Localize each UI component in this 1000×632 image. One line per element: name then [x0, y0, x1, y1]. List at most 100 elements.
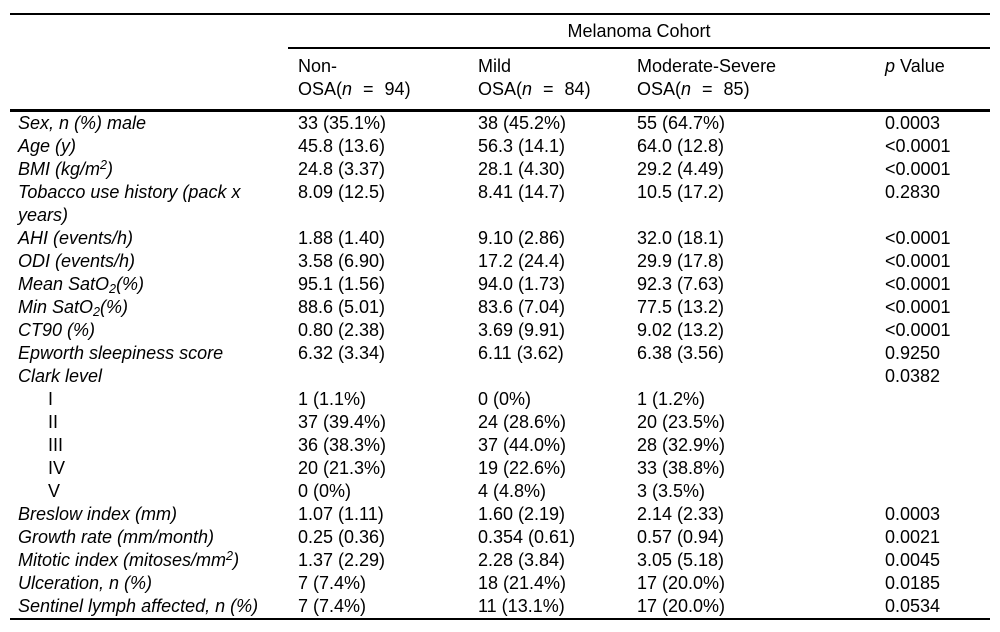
table-row: IV 20 (21.3%) 19 (22.6%) 33 (38.8%) [10, 457, 990, 480]
col-header-p-value: p Value [875, 48, 991, 112]
table-row: Age (y) 45.8 (13.6) 56.3 (14.1) 64.0 (12.8)… [10, 135, 990, 158]
cell-value: 1 (1.2%) [637, 389, 706, 409]
row-label: V [48, 481, 61, 501]
cell-value: 7 (7.4%) [298, 596, 367, 616]
row-label: Min SatO2(%) [18, 297, 129, 319]
cell-value: 0.57 (0.94) [637, 527, 725, 547]
table-row: V 0 (0%) 4 (4.8%) 3 (3.5%) [10, 480, 990, 503]
p-value-cell: 0.0021 [885, 527, 941, 547]
p-value-cell: 0.0534 [885, 596, 941, 616]
equals-sign: = [543, 79, 554, 99]
cell-value: 2.14 (2.33) [637, 504, 725, 524]
cell-value: 56.3 (14.1) [478, 136, 566, 156]
cell-value: 3.58 (6.90) [298, 251, 386, 271]
equals-sign: = [363, 79, 374, 99]
table-row: Growth rate (mm/month) 0.25 (0.36) 0.354 (… [10, 526, 990, 549]
p-symbol: p [885, 56, 896, 76]
col-header-line1: Non- [298, 56, 338, 76]
cell-value: 45.8 (13.6) [298, 136, 386, 156]
p-value-cell: 0.0382 [885, 366, 941, 386]
table-row: Min SatO2(%) 88.6 (5.01) 83.6 (7.04) 77.5 (… [10, 296, 990, 319]
p-value-cell: 0.9250 [885, 343, 941, 363]
empty-header-cell [10, 48, 288, 112]
row-label: Growth rate (mm/month) [18, 527, 215, 547]
cell-value: 1.88 (1.40) [298, 228, 386, 248]
n-symbol: n [681, 79, 692, 99]
p-value-cell: <0.0001 [885, 251, 951, 271]
cell-value: 88.6 (5.01) [298, 297, 386, 317]
cell-value: 1.60 (2.19) [478, 504, 566, 524]
cell-value: 36 (38.3%) [298, 435, 387, 455]
empty-corner-cell [10, 14, 288, 48]
table-row: Mitotic index (mitoses/mm2) 1.37 (2.29) 2.… [10, 549, 990, 572]
cell-value: 94.0 (1.73) [478, 274, 566, 294]
table-row: Epworth sleepiness score 6.32 (3.34) 6.11 … [10, 342, 990, 365]
cell-value: 20 (21.3%) [298, 458, 387, 478]
cell-value: 0.25 (0.36) [298, 527, 386, 547]
col-header-line1: Moderate-Severe [637, 56, 777, 76]
table-row: Breslow index (mm) 1.07 (1.11) 1.60 (2.19)… [10, 503, 990, 526]
p-value-cell: <0.0001 [885, 320, 951, 340]
cell-value: 37 (44.0%) [478, 435, 567, 455]
cell-value: 24 (28.6%) [478, 412, 567, 432]
cell-value: 20 (23.5%) [637, 412, 726, 432]
row-label: Clark level [18, 366, 103, 386]
p-value-cell: <0.0001 [885, 274, 951, 294]
cell-value: 95.1 (1.56) [298, 274, 386, 294]
cell-value: 1.37 (2.29) [298, 550, 386, 570]
row-label: Tobacco use history (pack x years) [18, 182, 241, 225]
p-value-cell: 0.0003 [885, 113, 941, 133]
col-header-non-osa: Non- OSA(n = 94) [288, 48, 468, 112]
p-value-cell [875, 434, 990, 457]
p-value-label: Value [900, 56, 945, 76]
cell-value: 9.02 (13.2) [637, 320, 725, 340]
cell-value: 9.10 (2.86) [478, 228, 566, 248]
cell-value: 0.354 (0.61) [478, 527, 576, 547]
table-row: BMI (kg/m2) 24.8 (3.37) 28.1 (4.30) 29.2 (4… [10, 158, 990, 181]
row-label: II [48, 412, 59, 432]
cell-value: 17 (20.0%) [637, 573, 726, 593]
cell-value [288, 365, 468, 388]
table-row: Mean SatO2(%) 95.1 (1.56) 94.0 (1.73) 92.3 … [10, 273, 990, 296]
cell-value: 37 (39.4%) [298, 412, 387, 432]
p-value-cell: <0.0001 [885, 297, 951, 317]
table-row: Sex, n (%) male 33 (35.1%) 38 (45.2%) 55 (6… [10, 111, 990, 136]
p-value-cell: <0.0001 [885, 228, 951, 248]
cell-value: 0 (0%) [298, 481, 352, 501]
col-header-osa: OSA( [298, 79, 343, 99]
table-row: Ulceration, n (%) 7 (7.4%) 18 (21.4%) 17 (2… [10, 572, 990, 595]
cell-value: 24.8 (3.37) [298, 159, 386, 179]
p-value-cell [875, 480, 990, 503]
row-label: CT90 (%) [18, 320, 96, 340]
cell-value: 18 (21.4%) [478, 573, 567, 593]
p-value-cell: <0.0001 [885, 136, 951, 156]
table-row: CT90 (%) 0.80 (2.38) 3.69 (9.91) 9.02 (13.2… [10, 319, 990, 342]
cell-value: 11 (13.1%) [478, 596, 565, 616]
row-label: AHI (events/h) [18, 228, 134, 248]
col-header-line1: Mild [478, 56, 512, 76]
cell-value: 3.05 (5.18) [637, 550, 725, 570]
cell-value: 29.9 (17.8) [637, 251, 725, 271]
equals-sign: = [702, 79, 713, 99]
p-value-cell [875, 388, 990, 411]
table-row: III 36 (38.3%) 37 (44.0%) 28 (32.9%) [10, 434, 990, 457]
column-header-row: Non- OSA(n = 94) Mild OSA(n = 84) Moderate-Sev… [10, 48, 991, 112]
row-label: Breslow index (mm) [18, 504, 178, 524]
cell-value: 1.07 (1.11) [298, 504, 384, 524]
col-header-osa: OSA( [478, 79, 523, 99]
cell-value: 0.80 (2.38) [298, 320, 386, 340]
cell-value: 3.69 (9.91) [478, 320, 566, 340]
row-label: IV [48, 458, 66, 478]
cell-value: 0 (0%) [478, 389, 532, 409]
cell-value: 28 (32.9%) [637, 435, 726, 455]
row-label: I [48, 389, 54, 409]
table-row: Sentinel lymph affected, n (%) 7 (7.4%) 11… [10, 595, 990, 619]
cell-value: 55 (64.7%) [637, 113, 726, 133]
row-label: Mean SatO2(%) [18, 274, 145, 296]
cell-value [627, 365, 875, 388]
table-row: II 37 (39.4%) 24 (28.6%) 20 (23.5%) [10, 411, 990, 434]
group-header-row: Melanoma Cohort [10, 14, 991, 49]
col-header-count: 85) [723, 79, 750, 99]
cell-value: 6.38 (3.56) [637, 343, 725, 363]
